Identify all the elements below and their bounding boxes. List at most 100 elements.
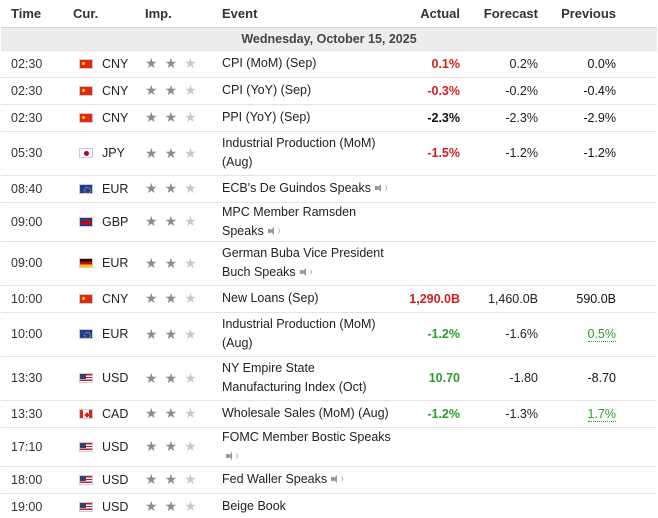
importance-star-icon: ★ — [145, 498, 158, 515]
event-name[interactable]: MPC Member Ramsden Speaks — [220, 201, 396, 241]
importance-star-icon: ★ — [145, 213, 158, 229]
importance-star-icon: ★ — [164, 498, 178, 515]
event-title[interactable]: NY Empire State Manufacturing Index (Oct… — [222, 361, 367, 394]
event-forecast — [470, 201, 548, 241]
event-title[interactable]: Industrial Production (MoM) (Aug) — [222, 136, 376, 169]
event-row[interactable]: 13:30 CAD ★ ★ ★ Wholesale Sales (MoM) (Aug) -1… — [1, 399, 657, 427]
event-row[interactable]: 13:30 USD ★ ★ ★ NY Empire State Manufacturing… — [1, 355, 657, 400]
event-importance: ★ ★ ★ — [132, 130, 220, 175]
eu-flag-icon — [79, 329, 93, 339]
importance-star-icon: ★ — [164, 144, 178, 161]
column-header-currency[interactable]: Cur. — [73, 5, 99, 21]
event-previous — [548, 174, 657, 202]
event-time: 19:00 — [1, 492, 63, 518]
us-flag-icon — [79, 441, 93, 452]
event-name[interactable]: CPI (YoY) (Sep) — [220, 76, 396, 104]
event-currency: CAD — [63, 399, 132, 427]
event-name[interactable]: FOMC Member Bostic Speaks — [220, 426, 396, 466]
event-title[interactable]: Beige Book — [222, 499, 286, 514]
uk-flag-icon — [79, 216, 93, 227]
previous-value: -0.4% — [583, 83, 616, 98]
event-importance: ★ ★ ★ — [132, 201, 220, 241]
importance-star-icon: ★ — [184, 405, 197, 421]
event-name[interactable]: Industrial Production (MoM) (Aug) — [220, 130, 396, 175]
previous-value: 590.0B — [576, 291, 616, 306]
event-title[interactable]: New Loans (Sep) — [222, 291, 319, 305]
event-row[interactable]: 09:00 EUR ★ ★ ★ German Buba Vice President Bu… — [1, 240, 657, 285]
event-title[interactable]: Wholesale Sales (MoM) (Aug) — [222, 406, 389, 420]
currency-code: JPY — [102, 146, 125, 160]
event-row[interactable]: 05:30 JPY ★ ★ ★ Industrial Production (MoM) (… — [1, 130, 657, 175]
currency-code: EUR — [102, 181, 129, 196]
currency-code: CAD — [102, 406, 129, 421]
speaker-icon — [374, 183, 388, 193]
event-importance: ★ ★ ★ — [132, 426, 220, 466]
event-title[interactable]: CPI (YoY) (Sep) — [222, 83, 312, 97]
event-name[interactable]: New Loans (Sep) — [220, 284, 396, 312]
importance-star-icon: ★ — [184, 369, 197, 386]
event-row[interactable]: 10:00 EUR ★ ★ ★ Industrial Production (MoM) (… — [1, 311, 657, 356]
event-actual: -1.2% — [396, 399, 470, 427]
event-name[interactable]: CPI (MoM) (Sep) — [220, 49, 396, 77]
previous-value: 0.5% — [587, 327, 616, 342]
column-header-previous[interactable]: Previous — [561, 5, 616, 21]
event-name[interactable]: German Buba Vice President Buch Speaks — [220, 240, 396, 285]
importance-star-icon: ★ — [145, 438, 158, 454]
event-time: 02:30 — [1, 103, 63, 131]
event-importance: ★ ★ ★ — [132, 284, 220, 312]
event-row[interactable]: 18:00 USD ★ ★ ★ Fed Waller Speaks — [1, 465, 657, 493]
china-flag-icon — [79, 293, 93, 304]
event-title[interactable]: German Buba Vice President Buch Speaks — [222, 246, 384, 279]
event-row[interactable]: 19:00 USD ★ ★ ★ Beige Book — [1, 492, 657, 518]
column-header-event[interactable]: Event — [222, 5, 258, 21]
importance-star-icon: ★ — [145, 254, 158, 271]
importance-star-icon: ★ — [184, 471, 197, 487]
event-previous — [548, 492, 657, 518]
event-row[interactable]: 17:10 USD ★ ★ ★ FOMC Member Bostic Speaks — [1, 426, 657, 466]
event-name[interactable]: NY Empire State Manufacturing Index (Oct… — [220, 355, 396, 400]
event-name[interactable]: Wholesale Sales (MoM) (Aug) — [220, 399, 396, 427]
column-header-actual[interactable]: Actual — [420, 5, 460, 21]
importance-star-icon: ★ — [184, 325, 197, 342]
event-title[interactable]: Fed Waller Speaks — [222, 472, 328, 486]
event-name[interactable]: PPI (YoY) (Sep) — [220, 103, 396, 131]
event-name[interactable]: Fed Waller Speaks — [220, 465, 396, 493]
event-row[interactable]: 09:00 GBP ★ ★ ★ MPC Member Ramsden Speaks — [1, 201, 657, 241]
event-row[interactable]: 02:30 CNY ★ ★ ★ PPI (YoY) (Sep) -2.3% -2.3% -2.9… — [1, 103, 657, 131]
date-row: Wednesday, October 15, 2025 — [1, 26, 657, 50]
event-row[interactable]: 08:40 EUR ★ ★ ★ ECB's De Guindos Speaks — [1, 174, 657, 202]
event-actual — [396, 174, 470, 202]
event-time: 18:00 — [1, 465, 63, 493]
event-currency: EUR — [63, 174, 132, 202]
event-title[interactable]: ECB's De Guindos Speaks — [222, 181, 371, 195]
previous-value: -1.2% — [583, 146, 616, 160]
event-forecast — [470, 426, 548, 466]
currency-code: CNY — [102, 56, 129, 71]
event-previous — [548, 201, 657, 241]
event-name[interactable]: ECB's De Guindos Speaks — [220, 174, 396, 202]
event-row[interactable]: 10:00 CNY ★ ★ ★ New Loans (Sep) 1,290.0B 1,460.… — [1, 284, 657, 312]
event-row[interactable]: 02:30 CNY ★ ★ ★ CPI (MoM) (Sep) 0.1% 0.2% 0.0% — [1, 49, 657, 77]
importance-star-icon: ★ — [184, 213, 197, 229]
event-title[interactable]: PPI (YoY) (Sep) — [222, 110, 311, 124]
event-title[interactable]: CPI (MoM) (Sep) — [222, 56, 317, 70]
event-importance: ★ ★ ★ — [132, 49, 220, 77]
event-currency: USD — [63, 465, 132, 493]
event-title[interactable]: MPC Member Ramsden Speaks — [222, 204, 357, 238]
column-header-importance[interactable]: Imp. — [145, 5, 172, 21]
column-header-time[interactable]: Time — [11, 5, 42, 21]
china-flag-icon — [79, 112, 93, 123]
event-title[interactable]: Industrial Production (MoM) (Aug) — [222, 317, 376, 350]
event-actual — [396, 492, 470, 518]
event-previous — [548, 465, 657, 493]
event-row[interactable]: 02:30 CNY ★ ★ ★ CPI (YoY) (Sep) -0.3% -0.2% -0.4… — [1, 76, 657, 104]
importance-star-icon: ★ — [164, 180, 178, 196]
event-actual: -0.3% — [396, 76, 470, 104]
column-header-forecast[interactable]: Forecast — [483, 5, 538, 21]
event-importance: ★ ★ ★ — [132, 240, 220, 285]
event-title[interactable]: FOMC Member Bostic Speaks — [222, 429, 391, 444]
event-name[interactable]: Beige Book — [220, 492, 396, 518]
event-name[interactable]: Industrial Production (MoM) (Aug) — [220, 311, 396, 356]
